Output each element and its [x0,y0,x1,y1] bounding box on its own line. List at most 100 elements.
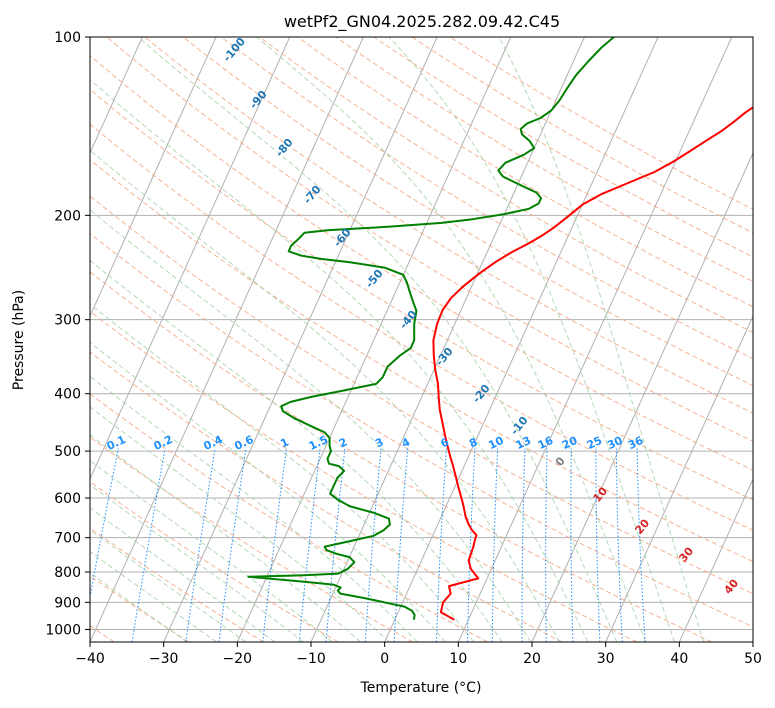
isotherm [752,640,753,642]
mixing-ratio-label: 30 [605,434,625,452]
x-tick-label: 50 [744,651,762,667]
y-tick-label: 400 [54,387,81,403]
isotherm [90,37,217,318]
moist-adiabat [90,303,475,642]
moist-adiabat [90,341,446,642]
dry-adiabat-label: -20 [470,382,493,406]
moist-adiabat [90,572,188,642]
y-tick-label: 900 [54,595,81,611]
mixing-ratio-line [595,448,601,642]
moist-adiabat [90,459,333,642]
dry-adiabat [90,88,753,501]
dry-adiabat [220,37,753,360]
mixing-ratio-line [545,448,548,642]
mixing-ratio-line [570,448,574,642]
dry-adiabat [106,37,753,442]
dry-adiabat [90,195,753,595]
dry-adiabat [90,527,264,642]
isotherm [531,151,753,642]
y-tick-label: 800 [54,565,81,581]
x-tick-label: 10 [449,651,467,667]
dry-adiabat [335,37,753,283]
mixing-ratio-line [491,448,499,642]
background-lines [90,37,753,642]
mixing-ratio-line [615,448,623,642]
dry-adiabat [297,37,753,308]
dry-adiabat [90,393,488,642]
mixing-ratio-label: 3 [373,435,385,450]
dry-adiabat [90,232,753,628]
moist-adiabat [90,209,532,642]
y-tick-label: 700 [54,531,81,547]
dry-adiabat [90,436,414,642]
mixing-ratio-label: 6 [439,435,452,450]
mixing-ratio-label: 20 [560,434,580,452]
isotherm [236,37,512,642]
mixing-ratio-label: 0.2 [152,433,175,453]
mixing-ratio-line [185,448,216,642]
isotherm [90,37,143,155]
moist-adiabat-label: 40 [721,576,741,596]
mixing-ratio-label: 25 [585,434,604,452]
plot-frame [89,36,754,643]
mixing-ratio-line [131,448,166,642]
dry-adiabat-label: -50 [363,267,386,291]
moist-adiabat [90,149,560,642]
mixing-ratio-label: 16 [536,434,556,452]
x-tick-label: −40 [75,651,105,667]
y-tick-label: 1000 [45,622,81,638]
mixing-ratio-label: 36 [626,434,646,452]
x-tick-label: 30 [597,651,615,667]
moist-adiabat-label: 10 [590,484,610,504]
mixing-ratio-label: 1 [278,435,290,450]
x-tick-label: 40 [670,651,688,667]
dry-adiabat [90,575,190,642]
mixing-ratio-line [262,448,287,642]
isotherm [678,477,753,642]
isotherm [457,37,733,642]
moist-adiabat [90,434,361,642]
dry-adiabat [90,351,563,642]
mixing-ratio-label: 2 [337,435,349,450]
dry-adiabat [182,37,753,387]
dry-adiabat-label: -70 [301,183,324,207]
x-axis-label: Temperature (°C) [360,680,482,696]
moist-adiabat [256,37,647,642]
mixing-ratio-label: 10 [486,434,506,452]
y-axis-label: Pressure (hPa) [11,290,27,390]
x-tick-label: −20 [223,651,253,667]
axis-ticks: −40 −30 −20 −10 0 10 20 30 40 5010020030040050060… [45,30,762,667]
dry-adiabat-label: -90 [247,88,270,112]
dewpoint-profile [247,37,615,620]
moist-adiabat [90,551,217,642]
data-lines [247,37,753,621]
x-tick-label: −30 [149,651,179,667]
moist-adiabat [137,37,618,642]
mixing-ratio-line [218,448,247,642]
x-tick-label: −10 [296,651,326,667]
mixing-ratio-label: 0.1 [105,433,128,453]
moist-adiabat [90,529,246,642]
moist-adiabat [90,78,589,642]
isotherm [90,37,291,481]
mixing-ratio-line [393,448,409,642]
mixing-ratio-label: 13 [514,434,533,452]
isotherm [605,314,753,642]
y-tick-label: 500 [54,444,81,460]
mixing-ratio-label: 1.5 [307,433,330,453]
dry-adiabat [259,37,753,333]
isotherm [163,37,438,642]
isotherm [90,37,364,642]
dry-adiabat [90,123,753,531]
isotherm [384,37,659,642]
y-tick-label: 100 [54,30,81,46]
y-tick-label: 200 [54,208,81,224]
x-tick-label: 0 [380,651,389,667]
moist-adiabat [90,259,503,642]
moist-adiabat-label: 0 [553,454,568,468]
moist-adiabat [388,37,676,642]
chart-title: wetPf2_GN04.2025.282.09.42.C45 [284,12,560,32]
moist-adiabat [498,37,705,642]
dry-adiabat [90,271,712,642]
